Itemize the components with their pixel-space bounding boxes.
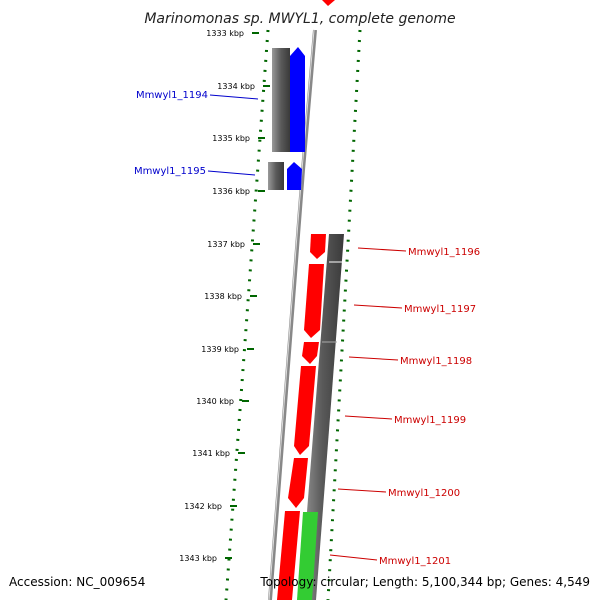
gene-labels-right: Mmwyl1_1196 Mmwyl1_1197 Mmwyl1_1198 Mmwyl1_… (329, 247, 480, 567)
gene-arrow-1196[interactable] (310, 234, 326, 259)
gene-label[interactable]: Mmwyl1_1200 (388, 488, 460, 499)
genome-title: Marinomonas sp. MWYL1, complete genome (144, 11, 455, 27)
gene-label[interactable]: Mmwyl1_1194 (136, 90, 208, 101)
kbp-tick-label: 1340 kbp (196, 397, 234, 406)
accession-text: Accession: NC_009654 (9, 575, 145, 589)
gene-arrow-1198[interactable] (302, 342, 319, 364)
gc-bar-right (300, 234, 344, 600)
kbp-tick-label: 1339 kbp (201, 345, 239, 354)
gc-bar-1194 (272, 48, 290, 152)
gene-leader-line (353, 304, 403, 309)
gc-bar-1195 (268, 162, 284, 190)
gene-label[interactable]: Mmwyl1_1199 (394, 415, 466, 426)
gene-leader-line (207, 170, 256, 176)
rna-gene-1201[interactable] (297, 512, 318, 600)
kbp-tick-labels: 1333 kbp 1334 kbp 1335 kbp 1336 kbp 1337 kbp… (179, 29, 270, 563)
kbp-tick-label: 1336 kbp (212, 187, 250, 196)
gene-label[interactable]: Mmwyl1_1198 (400, 356, 472, 367)
gene-leader-line (344, 415, 393, 420)
gene-arrow-1194[interactable] (290, 47, 305, 152)
kbp-tick-label: 1341 kbp (192, 449, 230, 458)
dotted-scale-line (224, 29, 270, 600)
genome-info-text: Topology: circular; Length: 5,100,344 bp… (259, 575, 590, 589)
gene-leader-line (357, 247, 407, 252)
kbp-tick-label: 1334 kbp (217, 82, 255, 91)
gene-arrow-partial-bottom[interactable] (277, 511, 300, 600)
gene-leader-line (348, 356, 399, 361)
kbp-tick-label: 1343 kbp (179, 554, 217, 563)
kbp-tick-label: 1337 kbp (207, 240, 245, 249)
kbp-tick-label: 1342 kbp (184, 502, 222, 511)
kbp-tick-label: 1338 kbp (204, 292, 242, 301)
gene-label[interactable]: Mmwyl1_1197 (404, 304, 476, 315)
gene-arrow-1195[interactable] (287, 162, 302, 190)
gene-label[interactable]: Mmwyl1_1196 (408, 247, 480, 258)
gene-arrow-partial-top[interactable] (322, 0, 335, 6)
gene-leader-line (209, 94, 259, 100)
gene-labels-left: Mmwyl1_1194 Mmwyl1_1195 (134, 90, 259, 177)
gene-track-left (268, 47, 305, 190)
genome-backbone (268, 29, 317, 600)
gene-arrow-1199[interactable] (294, 366, 316, 455)
gene-leader-line (337, 488, 387, 493)
gene-label[interactable]: Mmwyl1_1195 (134, 166, 206, 177)
kbp-tick-label: 1335 kbp (212, 134, 250, 143)
gene-track-right (277, 234, 344, 600)
gene-arrow-1197[interactable] (304, 264, 324, 338)
gene-arrow-1200[interactable] (288, 458, 308, 508)
gene-leader-line (329, 554, 378, 561)
kbp-tick-label: 1333 kbp (206, 29, 244, 38)
gene-label[interactable]: Mmwyl1_1201 (379, 556, 451, 567)
